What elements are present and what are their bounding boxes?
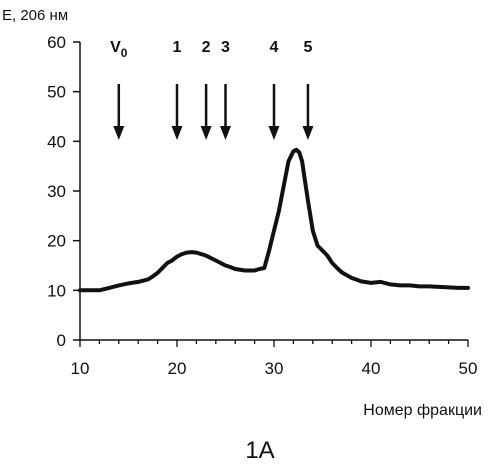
marker-arrow-head xyxy=(302,126,314,140)
y-tick-label: 50 xyxy=(47,83,66,102)
ticks: 0 10 20 30 40 50 60 10 20 30 40 50 xyxy=(47,33,477,378)
fraction-marker: 5 xyxy=(302,39,314,140)
y-tick-label: 40 xyxy=(47,132,66,151)
x-tick-label: 10 xyxy=(71,359,90,378)
fraction-marker: 4 xyxy=(268,39,280,140)
marker-arrow-head xyxy=(113,126,125,140)
marker-label: 2 xyxy=(202,39,211,56)
marker-label: 5 xyxy=(303,39,312,56)
fraction-markers: V0 1 2 3 4 5 xyxy=(110,39,314,140)
marker-arrow-head xyxy=(220,126,231,140)
marker-label: 4 xyxy=(270,39,279,56)
x-tick-label: 20 xyxy=(168,359,187,378)
x-tick-label: 50 xyxy=(459,359,478,378)
fraction-marker: 3 xyxy=(220,39,231,140)
marker-label: 3 xyxy=(221,39,230,56)
figure-caption: 1А xyxy=(245,437,274,464)
fraction-marker: V0 xyxy=(110,39,128,140)
y-axis-label: E, 206 нм xyxy=(2,7,68,24)
fraction-marker: 1 xyxy=(171,39,183,140)
marker-arrow-head xyxy=(171,126,183,140)
x-tick-label: 40 xyxy=(362,359,381,378)
x-axis-label: Номер фракции xyxy=(363,402,482,419)
y-tick-label: 0 xyxy=(57,331,66,350)
y-tick-label: 10 xyxy=(47,281,66,300)
marker-arrow-head xyxy=(200,126,212,140)
y-tick-label: 60 xyxy=(47,33,66,52)
y-tick-label: 30 xyxy=(47,182,66,201)
marker-label: 1 xyxy=(173,39,182,56)
absorbance-line xyxy=(78,147,470,293)
fraction-marker: 2 xyxy=(200,39,212,140)
x-tick-label: 30 xyxy=(265,359,284,378)
marker-arrow-head xyxy=(268,126,280,140)
y-tick-label: 20 xyxy=(47,232,66,251)
marker-label: V0 xyxy=(110,39,128,60)
